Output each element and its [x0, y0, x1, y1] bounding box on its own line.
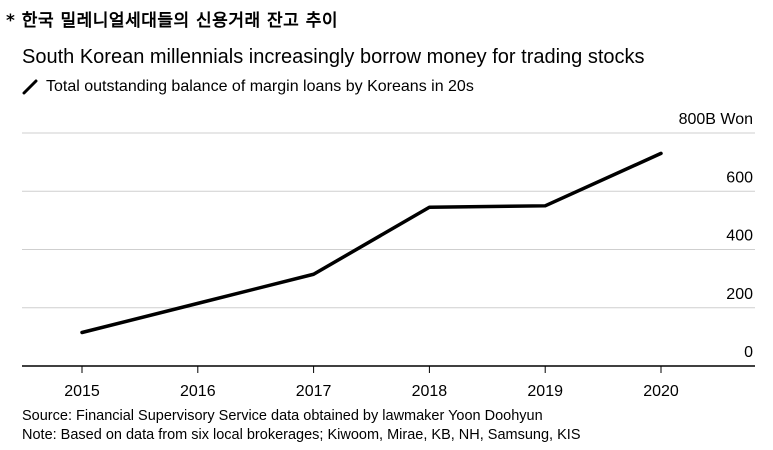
- footnotes: Source: Financial Supervisory Service da…: [22, 407, 581, 445]
- methodology-note: Note: Based on data from six local broke…: [22, 427, 581, 443]
- legend-line-icon: [22, 79, 38, 95]
- chart-title: South Korean millennials increasingly bo…: [22, 46, 645, 68]
- source-note: Source: Financial Supervisory Service da…: [22, 408, 543, 424]
- legend: Total outstanding balance of margin loan…: [22, 78, 474, 96]
- korean-title: * 한국 밀레니얼세대들의 신용거래 잔고 추이: [6, 11, 339, 31]
- x-tick-label-2016: 2016: [180, 383, 216, 400]
- x-tick-label-2017: 2017: [296, 383, 332, 400]
- series: [80, 151, 663, 335]
- gridlines: [22, 132, 755, 309]
- x-axis: 2015 2016 2017 2018 2019 2020: [22, 365, 755, 400]
- y-tick-label-800: 800B Won: [679, 111, 753, 128]
- y-tick-label-0: 0: [744, 344, 753, 361]
- y-tick-label-600: 600: [726, 169, 753, 186]
- x-tick-label-2019: 2019: [527, 383, 563, 400]
- y-tick-label-200: 200: [726, 286, 753, 303]
- series-line-0: [80, 151, 663, 335]
- x-tick-label-2015: 2015: [64, 383, 100, 400]
- x-tick-label-2018: 2018: [412, 383, 448, 400]
- x-tick-label-2020: 2020: [643, 383, 679, 400]
- y-tick-label-400: 400: [726, 228, 753, 245]
- legend-label: Total outstanding balance of margin loan…: [46, 78, 474, 95]
- y-axis-labels: 0 200 400 600 800B Won: [679, 111, 754, 361]
